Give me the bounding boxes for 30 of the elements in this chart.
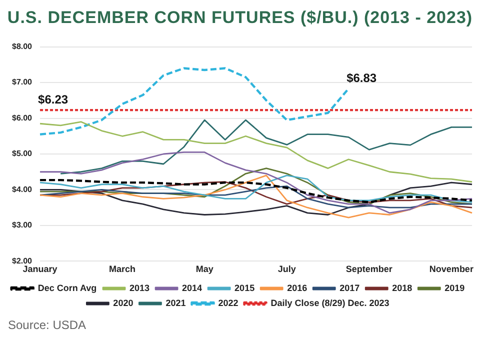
x-tick-label: January: [22, 264, 58, 274]
legend-label: 2021: [166, 298, 186, 308]
legend-label: 2017: [340, 282, 360, 293]
legend-label: 2020: [113, 298, 134, 308]
y-tick-label: $7.00: [12, 78, 33, 87]
y-tick-label: $2.00: [12, 256, 33, 266]
x-tick-label: November: [429, 264, 474, 274]
line-series: [38, 178, 474, 204]
y-tick-label: $8.00: [12, 42, 33, 52]
legend-label: 2015: [234, 282, 255, 293]
chart-title: U.S. DECEMBER CORN FUTURES ($/BU.) (2013 - 2023): [6, 7, 474, 29]
x-tick-label: May: [196, 264, 214, 274]
legend-label: Daily Close (8/29) Dec. 2023: [270, 298, 390, 308]
data-label: $6.83: [346, 70, 377, 85]
legend-label: 2014: [182, 282, 202, 293]
legend-label: 2018: [392, 282, 412, 293]
y-tick-label: $3.00: [12, 220, 33, 230]
y-tick-label: $5.00: [12, 149, 33, 158]
legend-label: 2016: [287, 282, 308, 293]
source-note: Source: USDA: [8, 318, 86, 332]
legend-label: Dec Corn Avg: [38, 282, 97, 293]
legend-label: 2019: [444, 282, 465, 293]
y-tick-label: $4.00: [12, 184, 33, 194]
x-tick-label: March: [109, 264, 136, 274]
x-tick-label: July: [278, 264, 296, 274]
legend-label: 2022: [218, 298, 238, 308]
y-tick-label: $6.00: [12, 113, 33, 122]
x-tick-label: September: [346, 264, 393, 274]
legend-label: 2013: [130, 282, 150, 293]
data-label: $6.23: [38, 92, 68, 106]
